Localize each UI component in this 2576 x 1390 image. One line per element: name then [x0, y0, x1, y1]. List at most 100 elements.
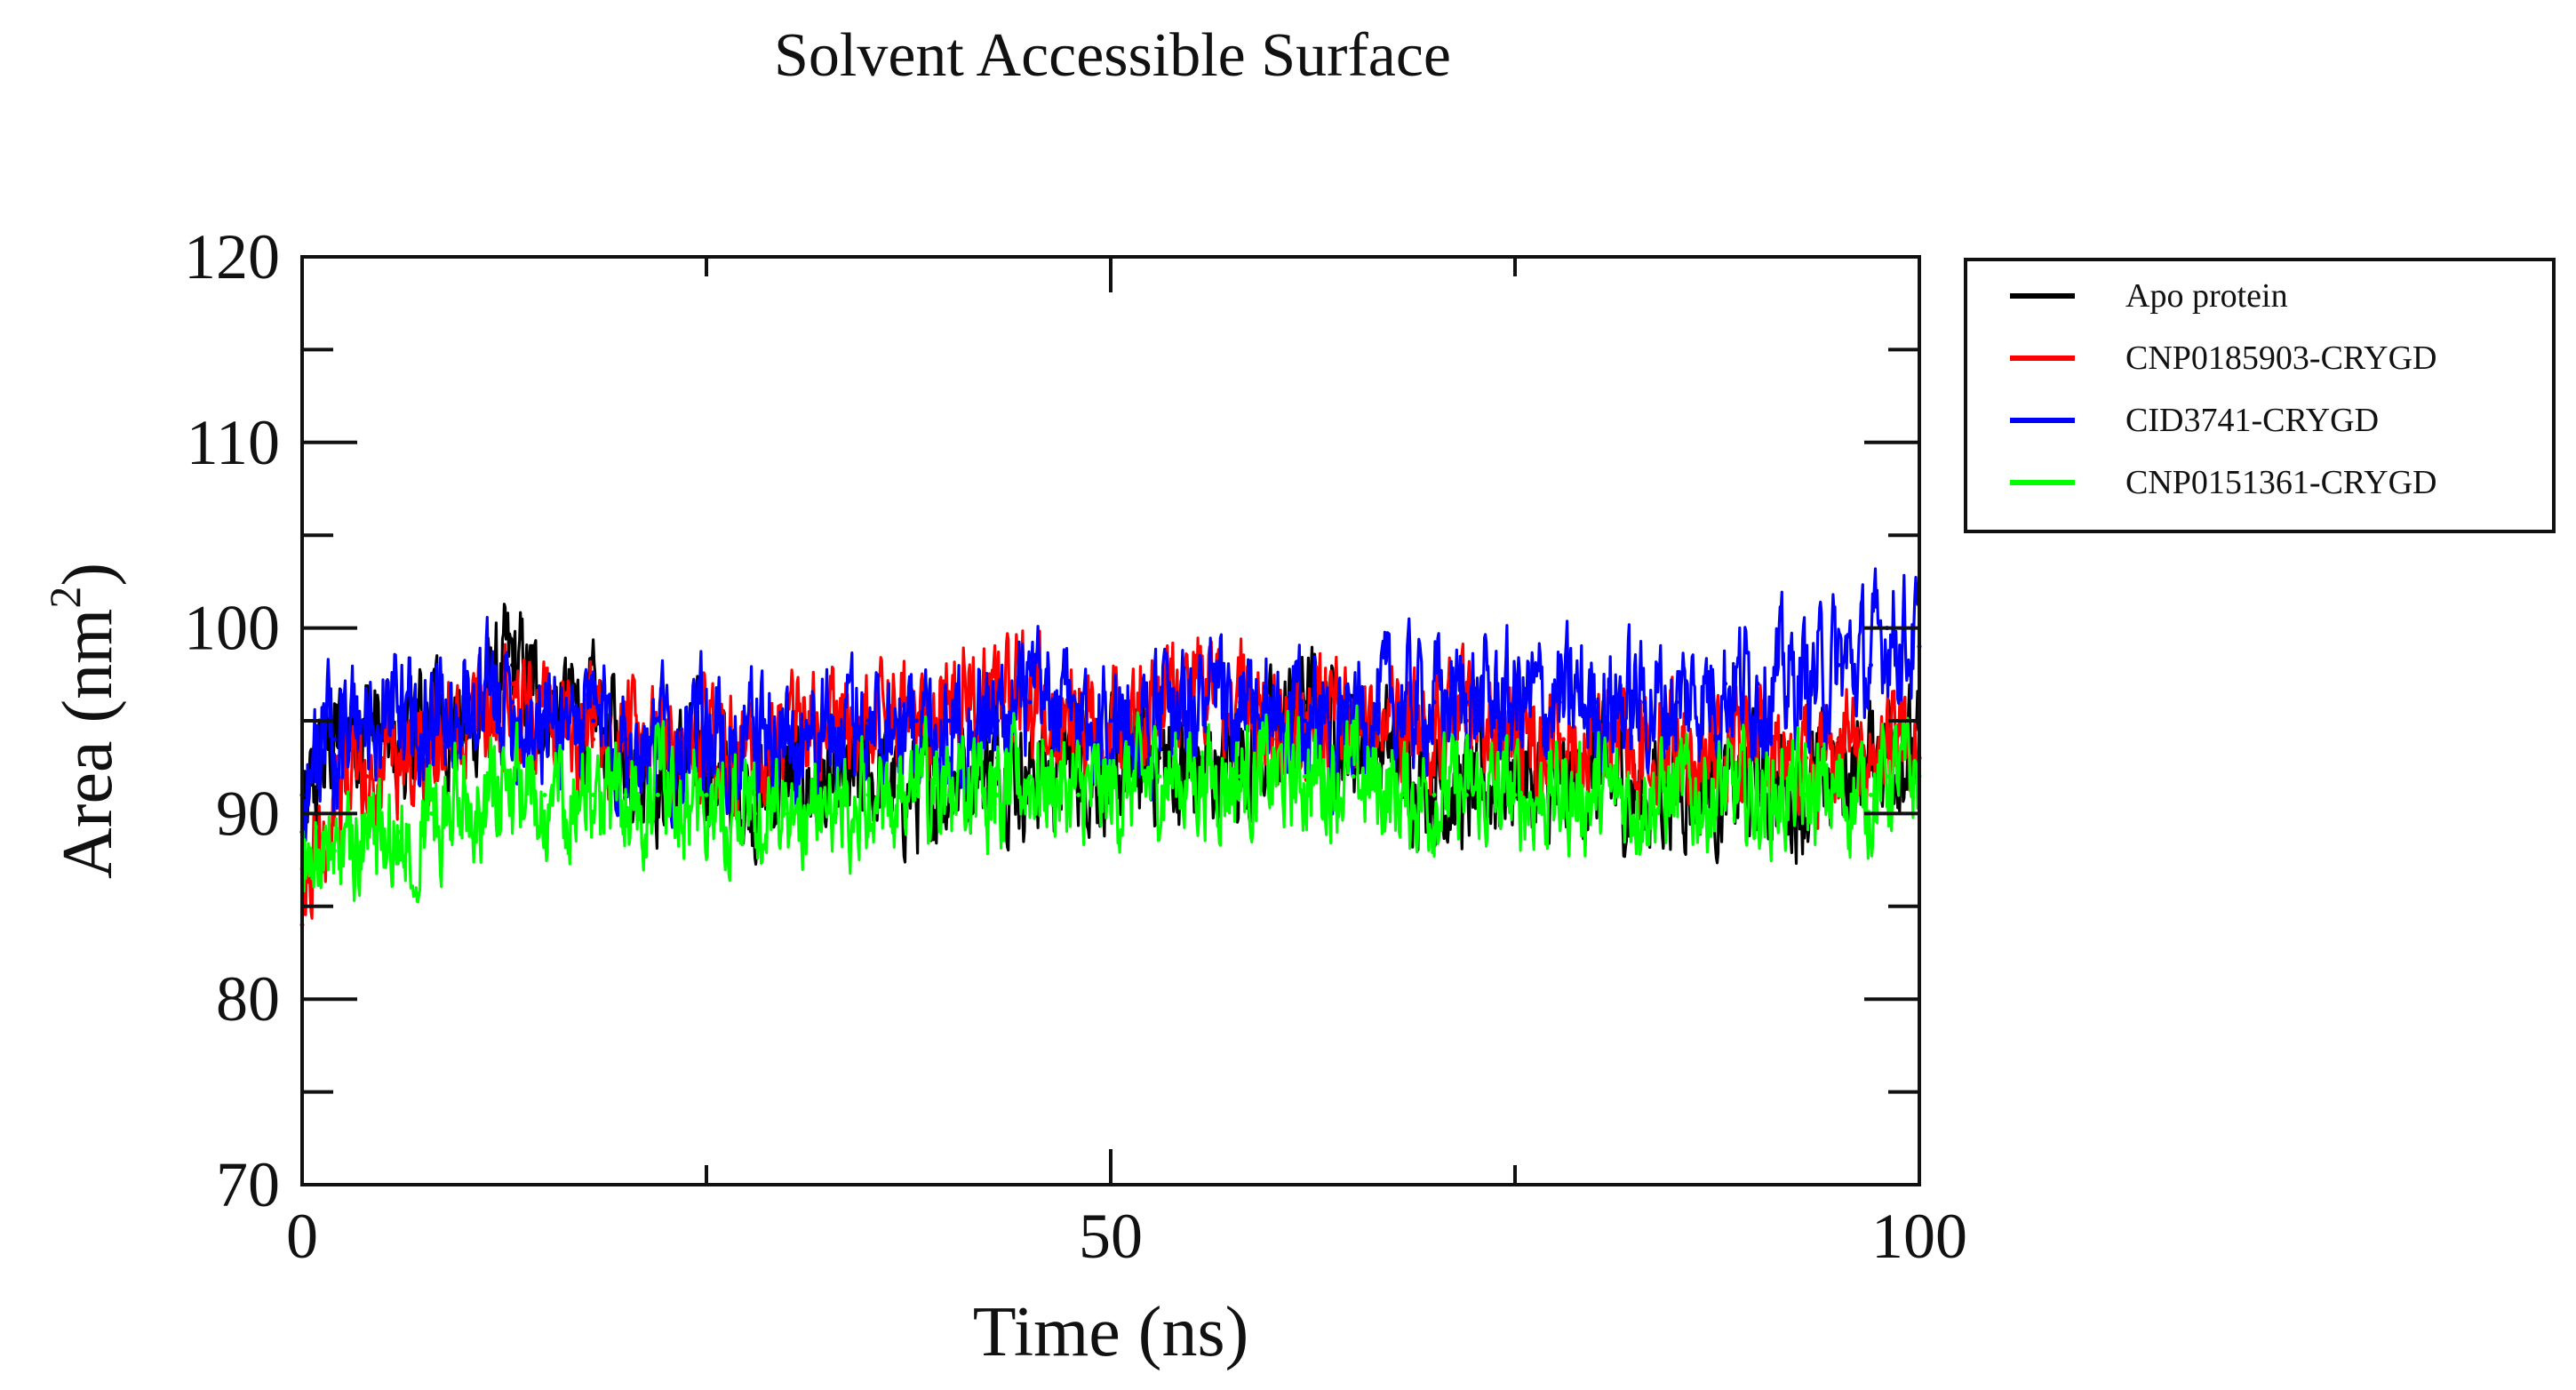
series-3-point [591, 793, 596, 798]
series-3-point [753, 811, 758, 816]
series-3-point [315, 848, 321, 853]
series-2-point [396, 718, 402, 723]
y-axis-ticks: 70 80 90 100 110 120 [184, 221, 1919, 1220]
series-3-point [1076, 793, 1081, 798]
series-3-point [785, 811, 790, 816]
series-2-point [331, 737, 337, 742]
series-2-point [785, 737, 790, 742]
legend: Apo protein CNP0185903-CRYGD CID3741-CRYGD… [1964, 258, 2556, 533]
series-3-point [1804, 793, 1809, 798]
series-1-point [1885, 737, 1890, 742]
series-3-point [1723, 793, 1728, 798]
series-3-point [1755, 793, 1760, 798]
series-line-2 [301, 567, 1921, 843]
series-2-point [1108, 718, 1113, 723]
plot-area [299, 567, 1922, 928]
series-0-point [1157, 755, 1162, 761]
series-2-point [1723, 681, 1728, 686]
y-axis-label-superscript: 2 [40, 587, 90, 609]
series-3-point [865, 793, 871, 798]
series-3-point [995, 793, 1001, 798]
x-axis-label: Time (ns) [973, 1293, 1248, 1371]
series-3-point [1027, 774, 1033, 779]
series-line-1 [300, 629, 1921, 920]
legend-label: CID3741-CRYGD [2125, 402, 2379, 439]
y-tick-label: 100 [184, 593, 280, 664]
series-2-point [591, 718, 596, 723]
series-3-point [1836, 793, 1841, 798]
series-2-point [1189, 699, 1194, 705]
series-3-point [1593, 793, 1599, 798]
series-3-point [1463, 793, 1469, 798]
series-2-point [510, 699, 515, 705]
series-2-point [461, 699, 467, 705]
series-2-point [833, 737, 839, 742]
series-3-point [623, 793, 628, 798]
series-2-point [1804, 681, 1809, 686]
series-3-point [1868, 793, 1873, 798]
series-2-point [542, 718, 547, 723]
y-tick-label: 80 [216, 963, 280, 1035]
legend-label: CNP0185903-CRYGD [2125, 340, 2437, 377]
series-2-point [1270, 718, 1275, 723]
series-3-point [1512, 793, 1518, 798]
series-2-point [1432, 699, 1437, 705]
series-2-point [429, 718, 435, 723]
series-3-point [396, 829, 402, 835]
chart-title: Solvent Accessible Surface [774, 21, 1451, 90]
legend-label: Apo protein [2125, 277, 2288, 315]
series-2-point [704, 737, 709, 742]
y-tick-label: 90 [216, 778, 280, 849]
series-2-point [1027, 699, 1033, 705]
series-2-point [315, 755, 321, 761]
series-2-point [914, 718, 920, 723]
series-2-point [1836, 662, 1841, 667]
series-1-point [1836, 737, 1841, 742]
x-tick-label: 50 [1079, 1201, 1143, 1272]
series-3-point [1674, 793, 1679, 798]
series-3-point [493, 793, 498, 798]
series-3-point [655, 793, 660, 798]
series-3-point [510, 793, 515, 798]
series-3-point [914, 793, 920, 798]
series-2-point [493, 699, 498, 705]
series-2-point [1302, 718, 1307, 723]
series-2-point [1157, 718, 1162, 723]
series-3-point [1432, 793, 1437, 798]
series-3-point [1642, 793, 1647, 798]
series-2-point [995, 718, 1001, 723]
series-1-point [364, 774, 370, 779]
legend-box [1964, 258, 2556, 533]
series-1-point [1868, 755, 1873, 761]
series-3-point [461, 793, 467, 798]
series-3-point [1157, 774, 1162, 779]
series-0-point [785, 774, 790, 779]
series-2-point [1076, 718, 1081, 723]
series-3-point [1108, 793, 1113, 798]
y-tick-label: 110 [187, 407, 280, 478]
series-line-3 [300, 704, 1921, 904]
series-3-point [1885, 774, 1890, 779]
series-3-point [1561, 793, 1567, 798]
series-3-point [1400, 793, 1405, 798]
series-3-point [833, 811, 839, 816]
series-3-point [542, 793, 547, 798]
series-2-point [1561, 699, 1567, 705]
series-3-point [364, 829, 370, 835]
series-2-point [1642, 699, 1647, 705]
legend-label: CNP0151361-CRYGD [2125, 464, 2437, 501]
series-2-point [1755, 681, 1760, 686]
series-2-point [1593, 699, 1599, 705]
series-1-point [591, 737, 596, 742]
series-3-point [1351, 774, 1356, 779]
series-2-point [865, 718, 871, 723]
series-2-point [753, 737, 758, 742]
y-axis-label-main: Area (nm [49, 609, 127, 879]
series-3-point [1270, 774, 1275, 779]
series-2-point [1463, 699, 1469, 705]
y-axis-label-suffix: ) [49, 563, 127, 587]
series-3-point [1302, 774, 1307, 779]
series-1-point [946, 699, 952, 705]
series-2-point [1674, 699, 1679, 705]
